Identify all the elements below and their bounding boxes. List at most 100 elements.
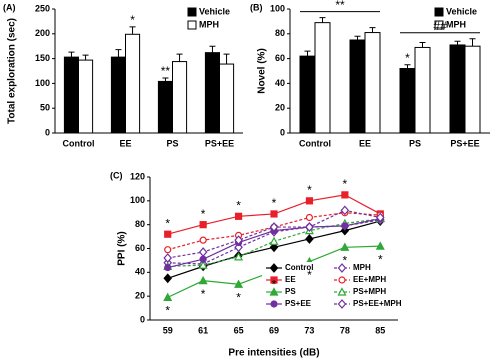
x-tick-label: EE [359,138,371,148]
y-tick-label: 150 [35,53,50,63]
significance-label: * [201,287,206,301]
legend-marker [269,263,279,273]
x-tick-label: 85 [375,325,385,335]
legend-marker [270,276,278,284]
bar [449,44,466,134]
y-tick-label: 200 [35,28,50,38]
significance-label: * [201,207,206,221]
x-tick-label: Control [299,138,331,148]
bar [204,52,220,134]
bar [349,39,366,134]
line-marker [305,234,314,244]
error-bar [319,17,326,23]
line-marker [269,242,279,253]
line-marker [198,275,208,285]
y-axis-title: PPI (%) [117,231,128,265]
line-marker [199,255,207,263]
y-tick-label: 0 [140,314,145,324]
legend-label: Vehicle [199,6,230,16]
legend-label: MPH [199,19,219,29]
legend-label: PS+MPH [353,287,386,296]
y-tick-label: 100 [35,78,50,88]
line-marker [199,221,207,229]
significance-label: * [236,198,241,212]
significance-label: * [405,51,410,65]
line-marker [163,292,173,301]
panel-label: (C) [110,170,123,180]
line-marker [199,236,207,244]
bar [157,80,173,134]
x-tick-label: 73 [304,325,314,335]
y-tick-label: 40 [275,78,285,88]
bar [125,33,141,134]
line-marker [340,205,350,216]
significance-label: ** [161,64,171,78]
y-axis-title: Novel (%) [257,48,268,94]
error-bar [369,27,376,33]
legend-swatch [187,7,197,17]
line-marker [164,263,172,272]
bar [219,63,235,134]
error-bar [176,53,183,62]
bar [299,55,316,134]
x-tick-label: 65 [234,325,244,335]
error-bar [304,50,311,57]
x-tick-label: PS [409,138,421,148]
significance-label: * [130,13,135,27]
x-tick-label: 78 [340,325,350,335]
line-marker [305,222,314,232]
y-tick-label: 60 [275,53,285,63]
significance-label: * [165,216,170,230]
error-bar [223,53,230,65]
legend-marker [269,287,279,296]
legend-marker [337,299,347,309]
bar [464,45,481,134]
bar [110,56,127,134]
line-marker [164,246,172,254]
error-bar [209,45,216,53]
error-bar [454,40,461,45]
error-bar [129,26,136,35]
x-tick-label: PS+EE [205,138,234,148]
line-marker [340,242,350,251]
legend-label: PS+EE+MPH [353,299,402,308]
significance-label: * [236,290,241,304]
y-axis-title: Total exploration (sec) [7,18,18,124]
y-tick-label: 0 [280,127,285,137]
legend-label: EE [285,275,296,284]
legend-swatch [434,20,444,30]
error-bar [419,41,426,48]
significance-label: * [343,177,348,191]
x-tick-label: Control [63,138,95,148]
y-tick-label: 100 [130,195,145,205]
y-tick-label: 250 [35,3,50,13]
legend-label: PS+EE [285,299,312,308]
error-bar [469,38,476,47]
y-tick-label: 40 [135,267,145,277]
line-marker [305,213,314,222]
legend-box [262,262,396,314]
error-bar [115,49,122,58]
y-tick-label: 20 [135,291,145,301]
x-tick-label: PS+EE [450,138,479,148]
line-marker [234,212,243,220]
significance-label: * [272,196,277,210]
error-bar [68,51,75,58]
significance-label: ## [433,19,447,33]
legend-label: PS [285,287,296,296]
y-tick-label: 100 [270,3,285,13]
line-marker [234,279,244,288]
panel-label: (A) [3,2,16,12]
significance-label: * [307,183,312,197]
error-bar [82,54,89,61]
legend-marker [338,276,346,284]
error-bar [354,35,361,40]
bar [414,46,431,134]
error-bar [162,77,169,82]
line-marker [234,252,244,261]
significance-label: * [378,252,383,266]
y-tick-label: 20 [275,103,285,113]
line-marker [234,235,243,246]
y-tick-label: 50 [40,103,50,113]
